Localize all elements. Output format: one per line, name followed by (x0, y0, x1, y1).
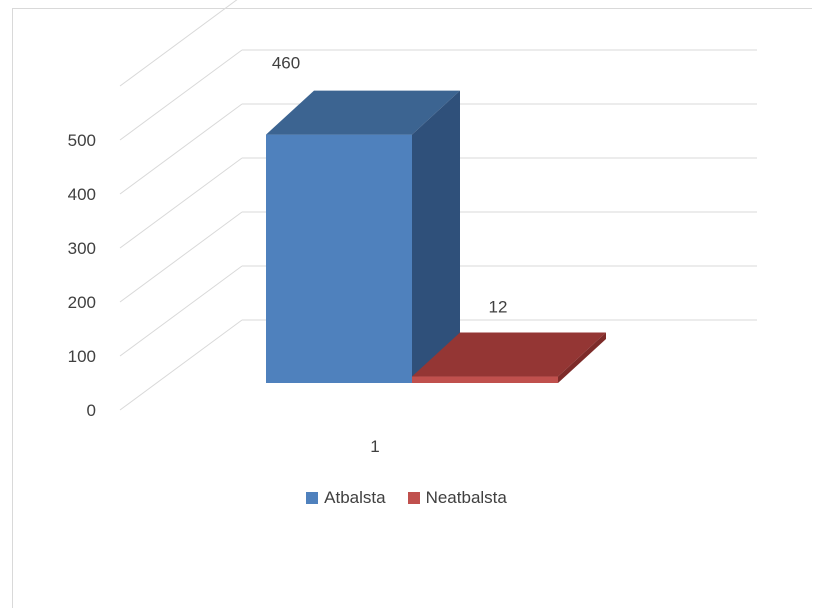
y-tick-label-200: 200 (68, 293, 96, 312)
bar-neatbalsta (412, 332, 606, 383)
gridline-side-300 (119, 157, 243, 249)
gridline-side-500 (119, 49, 243, 141)
bar-side-atbalsta (412, 90, 460, 383)
legend: Atbalsta Neatbalsta (0, 488, 813, 508)
legend-item-neatbalsta: Neatbalsta (407, 488, 507, 508)
y-tick-label-500: 500 (68, 131, 96, 150)
bar-top-neatbalsta (412, 332, 606, 377)
gridline-side-100 (119, 265, 243, 357)
y-tick-label-300: 300 (68, 239, 96, 258)
legend-swatch-atbalsta (306, 492, 319, 504)
legend-label-atbalsta: Atbalsta (324, 488, 386, 507)
bar-atbalsta (266, 90, 460, 383)
chart-plot: 0 100 200 300 400 500 460 12 1 (68, 0, 757, 456)
gridline-side-top (119, 0, 238, 87)
chart-bars (266, 90, 606, 383)
legend-label-neatbalsta: Neatbalsta (425, 488, 507, 507)
bar-front-atbalsta (266, 134, 412, 383)
gridline-side-0 (119, 319, 243, 411)
chart-area-frame (12, 8, 812, 608)
y-tick-label-400: 400 (68, 185, 96, 204)
data-label-atbalsta: 460 (272, 54, 300, 73)
x-tick-label-1: 1 (370, 437, 379, 456)
y-tick-label-0: 0 (87, 401, 96, 420)
x-axis-ticks: 1 (370, 437, 379, 456)
data-labels: 460 12 (272, 54, 508, 317)
data-label-neatbalsta: 12 (489, 298, 508, 317)
bar-front-neatbalsta (412, 376, 558, 383)
legend-item-atbalsta: Atbalsta (306, 488, 386, 508)
legend-swatch-neatbalsta (407, 492, 420, 504)
gridline-side-400 (119, 103, 243, 195)
y-axis-ticks: 0 100 200 300 400 500 (68, 131, 96, 420)
bar-side-neatbalsta (558, 332, 606, 383)
y-tick-label-100: 100 (68, 347, 96, 366)
gridline-side-200 (119, 211, 243, 303)
bar-top-atbalsta (266, 90, 460, 135)
